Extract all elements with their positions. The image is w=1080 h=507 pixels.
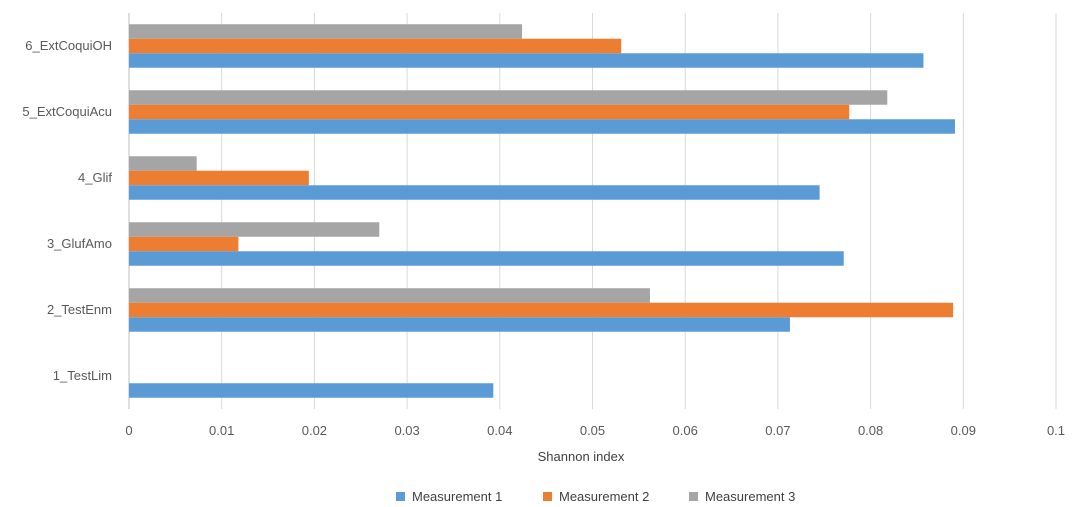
category-label: 3_GlufAmo [47, 236, 112, 251]
x-tick-label: 0.03 [394, 423, 419, 438]
x-tick-label: 0.1 [1047, 423, 1065, 438]
bar-measurement-3-3_glufamo [129, 222, 380, 237]
bar-measurement-1-2_testenm [129, 317, 790, 332]
x-tick-label: 0.01 [209, 423, 234, 438]
bar-measurement-2-3_glufamo [129, 236, 239, 252]
category-label: 5_ExtCoquiAcu [22, 104, 112, 119]
legend-swatch [543, 492, 552, 501]
x-axis-title: Shannon index [538, 449, 625, 464]
gridlines [128, 13, 1057, 409]
x-tick-label: 0.07 [765, 423, 790, 438]
category-label: 2_TestEnm [47, 302, 112, 317]
category-label: 1_TestLim [53, 368, 112, 383]
bar-measurement-1-3_glufamo [129, 251, 844, 266]
category-label: 6_ExtCoquiOH [25, 38, 112, 53]
category-label: 4_Glif [78, 170, 112, 185]
legend-item-measurement-2: Measurement 2 [543, 489, 649, 504]
legend-swatch [396, 492, 405, 501]
bar-measurement-1-6_extcoquioh [129, 53, 924, 68]
bar-measurement-2-4_glif [129, 170, 309, 186]
bar-measurement-3-4_glif [129, 156, 197, 171]
x-tick-label: 0.08 [858, 423, 883, 438]
bar-measurement-2-5_extcoquiacu [129, 104, 850, 120]
x-tick-label: 0.04 [487, 423, 512, 438]
bar-measurement-1-1_testlim [129, 383, 494, 398]
bar-measurement-3-6_extcoquioh [129, 24, 523, 39]
legend: Measurement 1 Measurement 2 Measurement 3 [396, 489, 795, 504]
bar-measurement-1-5_extcoquiacu [129, 119, 955, 134]
legend-label: Measurement 1 [412, 489, 502, 504]
legend-item-measurement-3: Measurement 3 [689, 489, 795, 504]
legend-label: Measurement 3 [705, 489, 795, 504]
bar-measurement-2-6_extcoquioh [129, 38, 622, 54]
bars [129, 24, 955, 398]
x-tick-label: 0.02 [302, 423, 327, 438]
category-labels: 1_TestLim 2_TestEnm 3_GlufAmo 4_Glif 5_ExtCo… [22, 38, 112, 383]
bar-measurement-3-2_testenm [129, 288, 650, 303]
x-tick-label: 0 [125, 423, 132, 438]
bar-measurement-3-5_extcoquiacu [129, 90, 888, 105]
bar-measurement-1-4_glif [129, 185, 820, 200]
bar-measurement-2-2_testenm [129, 302, 954, 318]
legend-swatch [689, 492, 698, 501]
legend-label: Measurement 2 [559, 489, 649, 504]
x-tick-labels: 0 0.01 0.02 0.03 0.04 0.05 0.06 0.07 0.08 0.09 0.1 [125, 423, 1065, 438]
x-tick-label: 0.05 [580, 423, 605, 438]
x-tick-label: 0.09 [951, 423, 976, 438]
legend-item-measurement-1: Measurement 1 [396, 489, 502, 504]
x-tick-label: 0.06 [673, 423, 698, 438]
